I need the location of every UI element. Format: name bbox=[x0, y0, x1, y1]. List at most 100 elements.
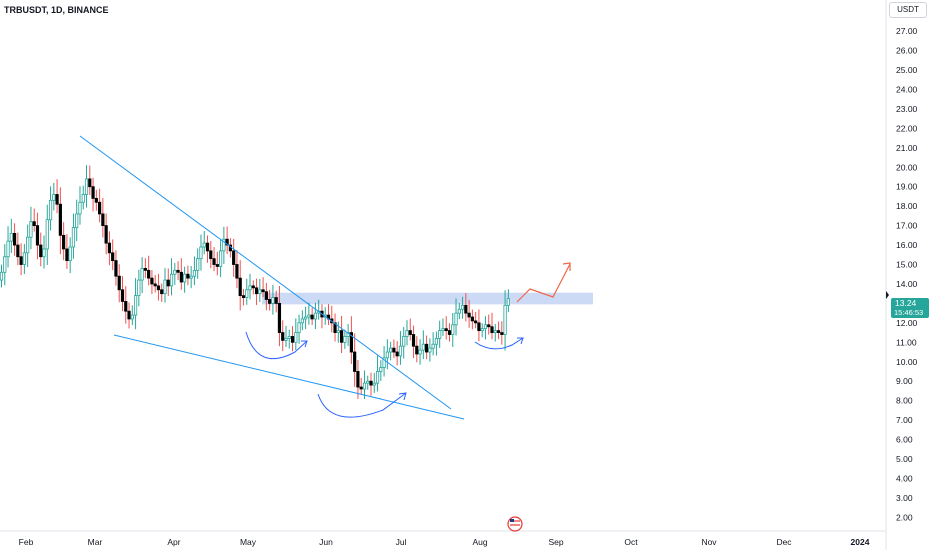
candle-body[interactable] bbox=[245, 289, 249, 298]
candle-body[interactable] bbox=[379, 367, 383, 372]
candle-body[interactable] bbox=[120, 289, 125, 302]
candle-body[interactable] bbox=[55, 194, 59, 205]
rounding-curve-may[interactable] bbox=[245, 331, 308, 360]
candle-body[interactable] bbox=[470, 316, 474, 322]
candle-body[interactable] bbox=[6, 240, 10, 258]
candle-body[interactable] bbox=[199, 246, 203, 260]
candle-body[interactable] bbox=[402, 336, 406, 347]
candle-body[interactable] bbox=[493, 330, 497, 333]
candle-body[interactable] bbox=[418, 349, 422, 355]
candle-body[interactable] bbox=[421, 343, 425, 351]
candle-body[interactable] bbox=[133, 295, 138, 316]
candle-body[interactable] bbox=[124, 301, 128, 312]
candle-body[interactable] bbox=[212, 258, 216, 265]
candle-body[interactable] bbox=[81, 194, 85, 203]
candle-body[interactable] bbox=[68, 246, 72, 262]
candle-body[interactable] bbox=[94, 197, 98, 203]
candle-body[interactable] bbox=[480, 328, 484, 332]
last-price-badge[interactable] bbox=[891, 298, 929, 318]
candle-body[interactable] bbox=[496, 330, 501, 333]
candle-body[interactable] bbox=[160, 289, 164, 295]
candle-body[interactable] bbox=[336, 330, 340, 333]
candle-body[interactable] bbox=[147, 269, 151, 279]
candle-body[interactable] bbox=[48, 199, 53, 221]
candle-body[interactable] bbox=[238, 277, 242, 297]
candle-body[interactable] bbox=[281, 332, 285, 341]
candle-body[interactable] bbox=[287, 336, 291, 339]
candle-body[interactable] bbox=[179, 271, 183, 283]
candle-body[interactable] bbox=[107, 242, 112, 254]
candle-body[interactable] bbox=[290, 336, 295, 343]
candle-body[interactable] bbox=[408, 330, 412, 335]
candle-body[interactable] bbox=[431, 343, 435, 349]
currency-selector[interactable]: USDT bbox=[889, 2, 927, 18]
candle-body[interactable] bbox=[26, 236, 30, 254]
candle-body[interactable] bbox=[52, 194, 56, 201]
candle-body[interactable] bbox=[353, 351, 357, 372]
candle-body[interactable] bbox=[451, 324, 455, 335]
candle-body[interactable] bbox=[22, 252, 26, 265]
candle-body[interactable] bbox=[362, 382, 367, 390]
candle-body[interactable] bbox=[506, 298, 510, 306]
candle-body[interactable] bbox=[153, 283, 157, 287]
candle-body[interactable] bbox=[434, 338, 439, 345]
candle-body[interactable] bbox=[284, 338, 288, 341]
candle-body[interactable] bbox=[166, 279, 170, 287]
candle-body[interactable] bbox=[398, 345, 403, 357]
candle-body[interactable] bbox=[19, 256, 23, 265]
candle-body[interactable] bbox=[467, 312, 471, 318]
candle-body[interactable] bbox=[65, 248, 69, 262]
symbol-title[interactable]: TRBUSDT, 1D, BINANCE bbox=[4, 5, 109, 15]
support-trendline[interactable] bbox=[113, 334, 465, 420]
candle-body[interactable] bbox=[277, 302, 282, 333]
candle-body[interactable] bbox=[35, 225, 40, 246]
candle-body[interactable] bbox=[9, 232, 13, 242]
candle-body[interactable] bbox=[218, 250, 223, 267]
candle-body[interactable] bbox=[372, 382, 376, 386]
candle-body[interactable] bbox=[464, 304, 468, 314]
candle-body[interactable] bbox=[395, 351, 399, 357]
candle-body[interactable] bbox=[304, 316, 308, 320]
candle-body[interactable] bbox=[156, 285, 161, 291]
candle-body[interactable] bbox=[487, 324, 491, 328]
candle-body[interactable] bbox=[12, 232, 17, 246]
candle-body[interactable] bbox=[3, 256, 7, 273]
candle-body[interactable] bbox=[169, 273, 174, 287]
resistance-zone[interactable] bbox=[262, 292, 593, 305]
candle-body[interactable] bbox=[343, 336, 347, 343]
candle-body[interactable] bbox=[222, 238, 226, 252]
candle-body[interactable] bbox=[39, 244, 43, 258]
candle-body[interactable] bbox=[241, 295, 246, 298]
candle-body[interactable] bbox=[444, 328, 448, 332]
candle-body[interactable] bbox=[474, 320, 478, 324]
candle-body[interactable] bbox=[189, 275, 193, 279]
candle-body[interactable] bbox=[503, 304, 507, 335]
candle-body[interactable] bbox=[232, 250, 236, 265]
candle-body[interactable] bbox=[71, 227, 76, 248]
candle-body[interactable] bbox=[235, 264, 239, 279]
candle-body[interactable] bbox=[42, 248, 46, 258]
candle-body[interactable] bbox=[176, 269, 180, 273]
candle-body[interactable] bbox=[457, 308, 461, 314]
candle-body[interactable] bbox=[16, 244, 20, 258]
candle-body[interactable] bbox=[29, 221, 33, 238]
candle-body[interactable] bbox=[375, 371, 380, 384]
candle-body[interactable] bbox=[264, 291, 268, 300]
candle-body[interactable] bbox=[137, 279, 141, 297]
candle-body[interactable] bbox=[143, 267, 147, 271]
candle-body[interactable] bbox=[490, 326, 494, 333]
candle-body[interactable] bbox=[45, 219, 49, 250]
candle-body[interactable] bbox=[173, 269, 177, 275]
candle-body[interactable] bbox=[0, 271, 4, 281]
candle-body[interactable] bbox=[428, 347, 432, 353]
candle-body[interactable] bbox=[75, 213, 79, 228]
candle-body[interactable] bbox=[150, 277, 154, 285]
candle-body[interactable] bbox=[349, 332, 353, 353]
candle-body[interactable] bbox=[359, 386, 363, 390]
candle-body[interactable] bbox=[140, 267, 144, 281]
candle-body[interactable] bbox=[127, 310, 131, 320]
candle-body[interactable] bbox=[500, 332, 504, 335]
candle-body[interactable] bbox=[104, 225, 108, 244]
candle-body[interactable] bbox=[196, 258, 200, 271]
